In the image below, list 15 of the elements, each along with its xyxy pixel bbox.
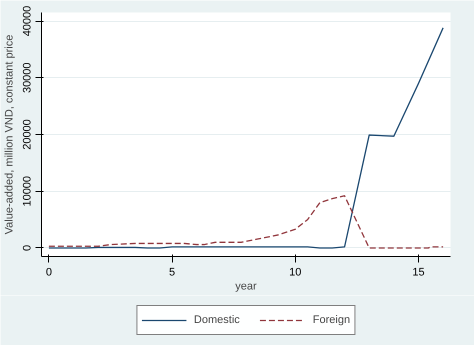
- y-tick-label: 30000: [22, 62, 34, 94]
- y-tick-label: 0: [22, 244, 34, 252]
- x-tick-label: 15: [412, 266, 425, 278]
- y-tick-label: 10000: [22, 176, 34, 207]
- x-tick-label: 0: [46, 266, 52, 278]
- line-series: [48, 27, 444, 249]
- x-tick-label: 5: [169, 266, 176, 278]
- y-tick-label: 40000: [22, 6, 34, 36]
- line-series: [48, 195, 444, 249]
- legend-label: Domestic: [194, 314, 240, 326]
- x-axis-title: year: [235, 280, 258, 292]
- x-tick-label: 10: [289, 266, 302, 278]
- y-tick-label: 20000: [22, 119, 34, 150]
- y-axis-title: Value-added, million VND, constant price: [4, 34, 16, 234]
- legend-label: Foreign: [312, 314, 350, 326]
